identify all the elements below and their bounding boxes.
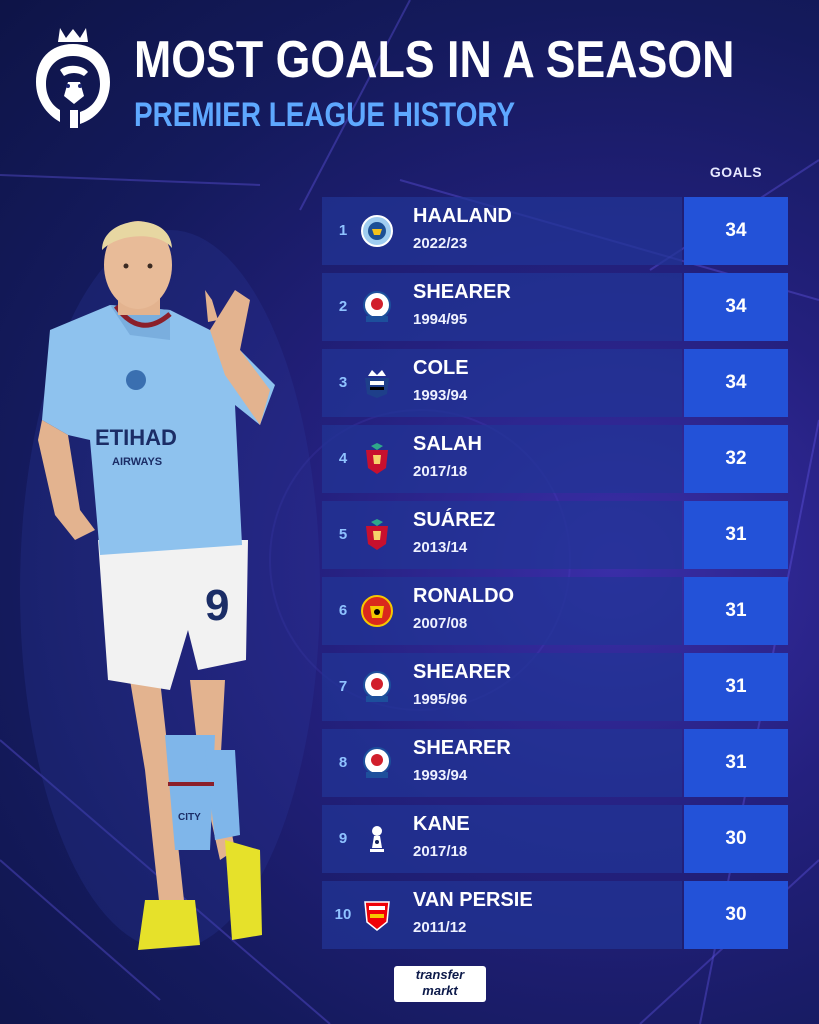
rank-number: 9 [338,830,348,847]
goals-value: 32 [684,425,788,493]
season-label: 1995/96 [413,691,468,708]
table-row: 5 SUÁREZ 2013/14 31 [322,501,788,569]
goals-value: 34 [684,197,788,265]
season-label: 2017/18 [413,843,468,860]
goals-value: 34 [684,273,788,341]
rank-number: 7 [338,678,348,695]
man-city-crest-icon [361,215,393,247]
page-title: MOST GOALS IN A SEASON [134,31,735,89]
table-row: 2 SHEARER 1994/95 34 [322,273,788,341]
rank-number: 4 [338,450,348,467]
rank-number: 3 [338,374,348,391]
goals-value: 31 [684,729,788,797]
arsenal-crest-icon [364,901,390,931]
tottenham-crest-icon [370,826,384,852]
goals-value: 30 [684,881,788,949]
transfermarkt-logo: transfer markt [394,966,486,1002]
goals-value: 31 [684,501,788,569]
rank-number: 1 [338,222,348,239]
rank-number: 6 [338,602,348,619]
table-row: 8 SHEARER 1993/94 31 [322,729,788,797]
brand-line-1: transfer [415,967,465,982]
player-name: RONALDO [413,585,515,607]
season-label: 2022/23 [413,235,468,252]
player-name: VAN PERSIE [413,889,533,911]
row-panel [322,805,682,873]
liverpool-crest-icon [366,519,388,550]
goals-value: 31 [684,653,788,721]
player-name: KANE [413,813,470,835]
player-name: SHEARER [413,281,511,303]
rank-number: 10 [334,906,352,923]
rank-number: 5 [338,526,348,543]
player-name: COLE [413,357,469,379]
brand-line-2: markt [422,983,458,998]
rank-number: 8 [338,754,348,771]
player-name: SHEARER [413,737,511,759]
goals-value: 34 [684,349,788,417]
sock-text: CITY [178,812,201,823]
table-row: 4 SALAH 2017/18 32 [322,425,788,493]
man-united-crest-icon [361,595,393,627]
season-label: 2011/12 [413,919,467,936]
table-row: 3 COLE 1993/94 34 [322,349,788,417]
table-row: 9 KANE 2017/18 30 [322,805,788,873]
table-row: 1 HAALAND 2022/23 34 [322,197,788,265]
player-name: SALAH [413,433,482,455]
goals-column-header: GOALS [709,164,763,180]
season-label: 2017/18 [413,463,468,480]
page-subtitle: PREMIER LEAGUE HISTORY [134,96,516,134]
rank-number: 2 [338,298,348,315]
shirt-sponsor: ETIHAD [95,425,177,450]
premier-league-lion-logo [36,28,110,128]
blackburn-crest-icon [363,747,391,778]
season-label: 1993/94 [413,767,468,784]
goals-value: 30 [684,805,788,873]
table-row: 7 SHEARER 1995/96 31 [322,653,788,721]
player-name: SHEARER [413,661,511,683]
player-photo: CITY 9 ETIHAD AIRWAYS [20,221,320,950]
blackburn-crest-icon [363,671,391,702]
season-label: 1994/95 [413,311,468,328]
season-label: 1993/94 [413,387,468,404]
table-row: 10 VAN PERSIE 2011/12 30 [322,881,788,949]
player-name: HAALAND [413,205,512,227]
season-label: 2007/08 [413,615,468,632]
season-label: 2013/14 [413,539,468,556]
player-name: SUÁREZ [413,509,496,531]
goals-value: 31 [684,577,788,645]
blackburn-crest-icon [363,291,391,322]
liverpool-crest-icon [366,443,388,474]
shorts-number: 9 [205,581,229,630]
shirt-sponsor-sub: AIRWAYS [112,456,162,468]
table-row: 6 RONALDO 2007/08 31 [322,577,788,645]
newcastle-crest-icon [365,370,389,398]
